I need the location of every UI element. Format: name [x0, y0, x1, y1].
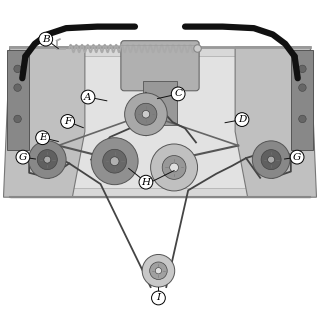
FancyBboxPatch shape — [22, 56, 298, 188]
FancyBboxPatch shape — [143, 81, 177, 125]
Circle shape — [81, 90, 95, 104]
Text: I: I — [156, 294, 161, 302]
Text: D: D — [238, 115, 246, 124]
Circle shape — [14, 115, 21, 123]
Text: A: A — [84, 93, 92, 101]
Text: C: C — [174, 90, 182, 98]
FancyBboxPatch shape — [7, 50, 28, 150]
Circle shape — [151, 144, 197, 191]
Circle shape — [14, 65, 21, 73]
Circle shape — [162, 156, 186, 179]
FancyBboxPatch shape — [292, 50, 313, 150]
Circle shape — [194, 45, 201, 52]
Circle shape — [91, 138, 138, 185]
Circle shape — [61, 115, 75, 128]
Circle shape — [124, 93, 167, 136]
Circle shape — [268, 156, 275, 163]
Circle shape — [39, 32, 53, 46]
Circle shape — [110, 157, 119, 166]
Circle shape — [37, 150, 57, 170]
Circle shape — [14, 84, 21, 91]
FancyBboxPatch shape — [10, 47, 310, 197]
Text: G: G — [19, 153, 27, 162]
Circle shape — [142, 110, 150, 118]
Circle shape — [36, 131, 50, 145]
Circle shape — [290, 150, 304, 164]
Text: G: G — [293, 153, 301, 162]
Circle shape — [139, 175, 153, 189]
Polygon shape — [235, 47, 316, 197]
Polygon shape — [4, 47, 85, 197]
Circle shape — [299, 84, 306, 91]
Text: F: F — [64, 117, 71, 126]
Circle shape — [261, 150, 281, 170]
Circle shape — [235, 113, 249, 126]
Circle shape — [44, 156, 51, 163]
Circle shape — [171, 87, 185, 101]
Circle shape — [142, 254, 175, 287]
Circle shape — [16, 150, 30, 164]
Circle shape — [155, 268, 162, 274]
Text: E: E — [39, 133, 46, 142]
Circle shape — [299, 65, 306, 73]
FancyBboxPatch shape — [121, 41, 199, 91]
Circle shape — [28, 141, 66, 178]
Text: B: B — [42, 35, 50, 44]
Text: H: H — [141, 178, 150, 187]
Circle shape — [152, 291, 165, 305]
Circle shape — [170, 163, 179, 172]
Circle shape — [299, 115, 306, 123]
Circle shape — [103, 149, 126, 173]
Circle shape — [135, 103, 157, 125]
Circle shape — [252, 141, 290, 178]
Circle shape — [150, 262, 167, 280]
